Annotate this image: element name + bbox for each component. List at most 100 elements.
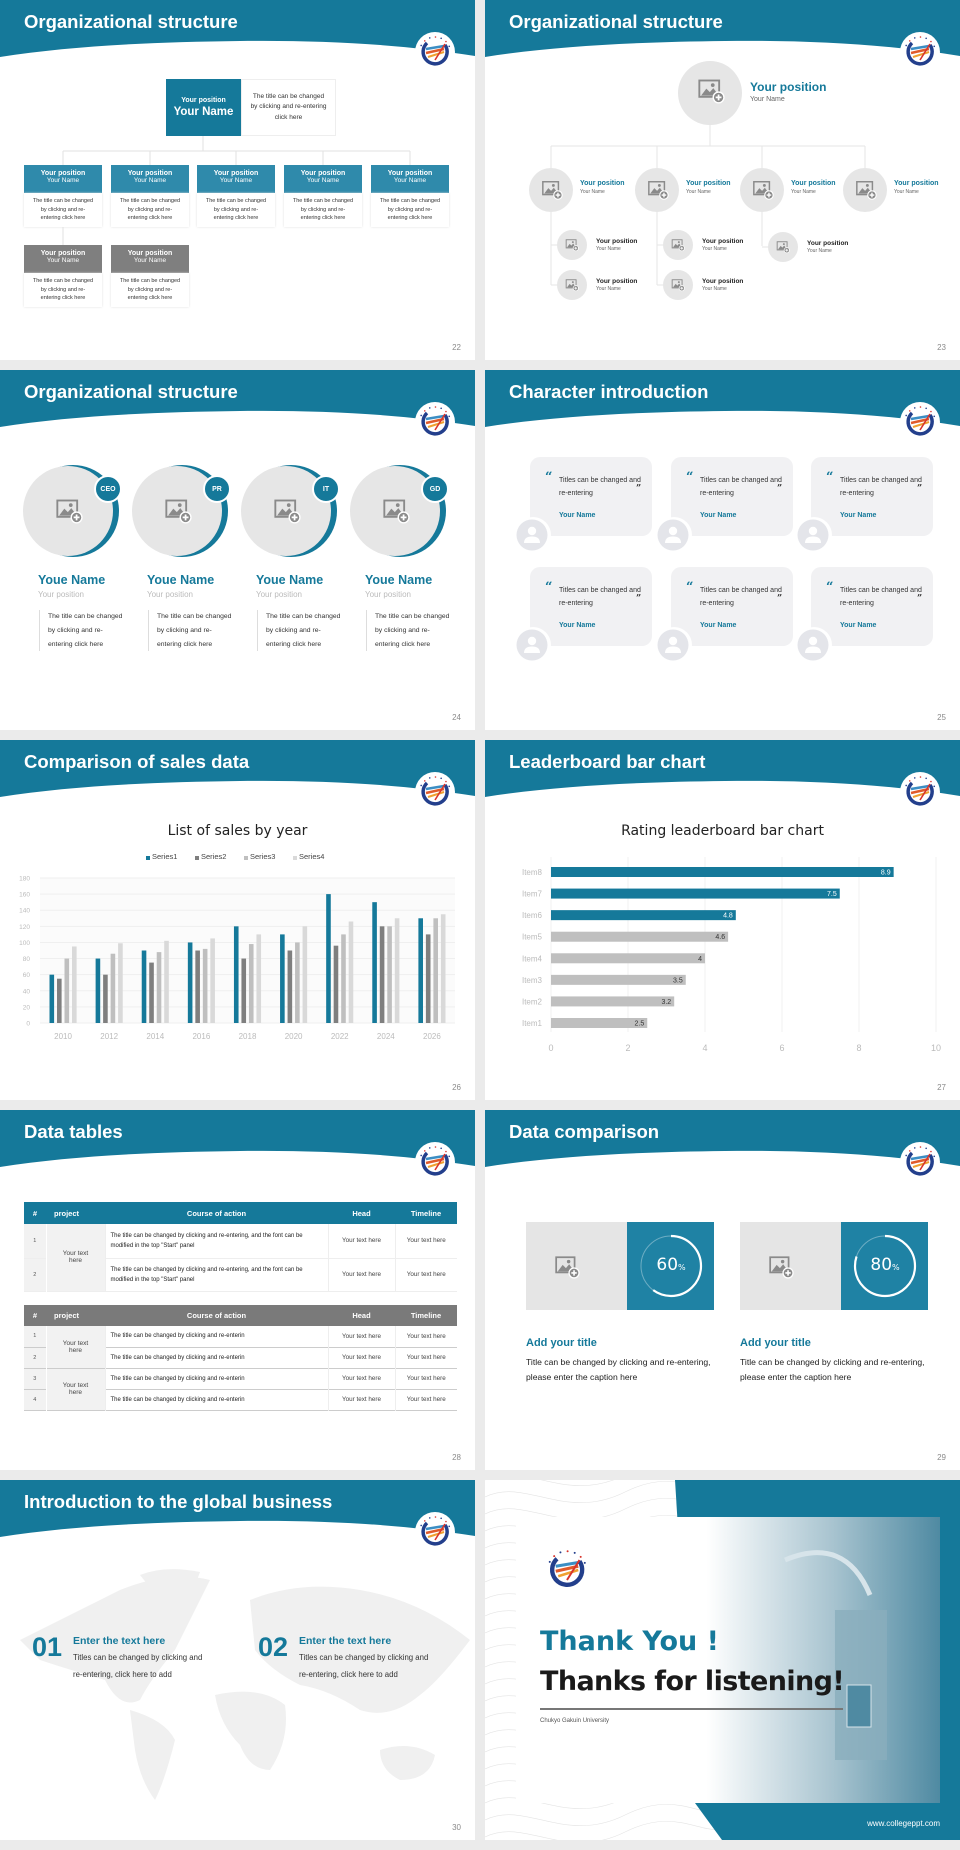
x-tick-label: 2020 bbox=[285, 1032, 303, 1041]
branch-avatar-circle bbox=[740, 168, 784, 212]
head-cell: Your text here bbox=[327, 1258, 395, 1291]
slide-thank-you[interactable]: Thank You ! Thanks for listening! Chukyo G… bbox=[485, 1480, 960, 1840]
y-tick-label: 120 bbox=[19, 924, 30, 931]
quote-card bbox=[811, 457, 933, 536]
member-position-box[interactable]: Your position Your Name bbox=[111, 165, 189, 193]
avatar-icon bbox=[796, 517, 832, 553]
bar-value-label: 3.2 bbox=[661, 999, 671, 1006]
y-category-label: Item7 bbox=[522, 890, 543, 899]
divider-line bbox=[540, 1708, 843, 1710]
percent-ring-progress bbox=[853, 1234, 917, 1298]
role-badge-label: PR bbox=[212, 485, 222, 493]
item-title: Add your title bbox=[740, 1337, 811, 1349]
slide-27[interactable]: Leaderboard bar chart 27 Rating leaderboar… bbox=[485, 740, 960, 1100]
course-of-action-cell: The title can be changed by clicking and… bbox=[104, 1368, 328, 1389]
member-name: Your Name bbox=[46, 257, 80, 264]
member-name: Your Name bbox=[46, 177, 80, 184]
x-tick-label: 2 bbox=[625, 1043, 630, 1053]
member-position-box[interactable]: Your position Your Name bbox=[371, 165, 449, 193]
leaderboard-bar-chart: 0 2 4 6 8 10 2.5 Item1 3.2 Item2 3.5 Item3 4 Item4 4.6… bbox=[522, 857, 941, 1053]
slide-header-banner bbox=[0, 740, 475, 797]
x-tick-label: 6 bbox=[779, 1043, 784, 1053]
close-quote-icon: ” bbox=[917, 594, 923, 604]
person-position: Your position bbox=[256, 590, 302, 599]
bar-value-label: 3.5 bbox=[673, 977, 683, 984]
thank-you-title: Thank You ! bbox=[540, 1626, 719, 1657]
quote-text: Titles can be changed and re-entering bbox=[559, 477, 641, 497]
bar-Series3-2010 bbox=[64, 958, 70, 1023]
bar-Item7 bbox=[551, 888, 840, 899]
contour-line bbox=[485, 1821, 746, 1840]
image-placeholder-icon bbox=[698, 79, 725, 104]
member-description: The title can be changed by clicking and… bbox=[32, 198, 94, 222]
row-number: 1 bbox=[24, 1326, 46, 1347]
member-position: Your position bbox=[127, 250, 173, 257]
page-number: 26 bbox=[452, 1083, 461, 1092]
slide-22[interactable]: Organizational structure 22 Your position Y… bbox=[0, 0, 475, 360]
slide-title: Organizational structure bbox=[509, 11, 723, 32]
top-position-box[interactable]: Your position Your Name bbox=[166, 79, 241, 136]
branch-name: Your Name bbox=[894, 189, 919, 195]
person-position: Your position bbox=[38, 590, 84, 599]
member-position-box[interactable]: Your position Your Name bbox=[24, 165, 102, 193]
quote-text: Titles can be changed and re-entering bbox=[559, 587, 641, 607]
slide-23[interactable]: Organizational structure 23 Your position Y… bbox=[485, 0, 960, 360]
image-placeholder-box[interactable] bbox=[526, 1222, 627, 1310]
percent-ring-progress bbox=[639, 1234, 703, 1298]
x-tick-label: 8 bbox=[856, 1043, 861, 1053]
child-name: Your Name bbox=[702, 246, 727, 252]
slide-header-banner bbox=[485, 370, 960, 427]
page-number: 23 bbox=[937, 343, 946, 352]
row-number: 2 bbox=[24, 1347, 46, 1368]
member-position: Your position bbox=[40, 250, 86, 257]
bar-Series1-2012 bbox=[95, 958, 101, 1023]
bar-Series4-2014 bbox=[164, 940, 169, 1023]
slide-title: Organizational structure bbox=[24, 11, 238, 32]
person-name: Your Name bbox=[559, 512, 596, 519]
close-quote-icon: ” bbox=[636, 594, 642, 604]
slide-25[interactable]: Character introduction 25 “ Titles can be c… bbox=[485, 370, 960, 730]
gate-nameplate bbox=[846, 1684, 872, 1728]
image-placeholder-box[interactable] bbox=[740, 1222, 841, 1310]
child-name: Your Name bbox=[596, 286, 621, 292]
bar-value-label: 4 bbox=[698, 956, 702, 963]
image-placeholder-icon bbox=[383, 499, 410, 524]
website-link[interactable]: www.collegeppt.com bbox=[867, 1819, 940, 1828]
slide-header-banner bbox=[0, 370, 475, 427]
slide-30[interactable]: Introduction to the global business 30 01 E… bbox=[0, 1480, 475, 1840]
open-quote-icon: “ bbox=[545, 580, 553, 595]
page-number: 22 bbox=[452, 343, 461, 352]
bar-Item4 bbox=[551, 953, 705, 964]
bar-Series3-2026 bbox=[433, 918, 438, 1023]
continent-shape bbox=[130, 1710, 175, 1800]
member-description-box: The title can be changed by clicking and… bbox=[111, 193, 189, 227]
page-number: 27 bbox=[937, 1083, 946, 1092]
person-name: Youe Name bbox=[147, 573, 215, 587]
header-timeline: Timeline bbox=[410, 1208, 442, 1218]
person-name: Your Name bbox=[559, 622, 596, 629]
member-position-box[interactable]: Your position Your Name bbox=[284, 165, 362, 193]
table-header-row: # project Course of action Head Timeline bbox=[24, 1202, 457, 1224]
member-position-box[interactable]: Your position Your Name bbox=[24, 245, 102, 273]
bar-value-label: 8.9 bbox=[881, 870, 891, 877]
percent-ring bbox=[853, 1234, 917, 1298]
x-tick-label: 2014 bbox=[146, 1032, 164, 1041]
slide-29[interactable]: Data comparison 29 60% Add your title Title … bbox=[485, 1110, 960, 1470]
page-number: 25 bbox=[937, 713, 946, 722]
slide-title: Data comparison bbox=[509, 1121, 660, 1142]
member-position-box[interactable]: Your position Your Name bbox=[197, 165, 275, 193]
member-position: Your position bbox=[300, 170, 346, 177]
slide-28[interactable]: Data tables 28 # project Course of action Hea… bbox=[0, 1110, 475, 1470]
top-description-box[interactable]: The title can be changed by clicking and… bbox=[241, 79, 336, 136]
slide-24[interactable]: Organizational structure 24 CEO Youe Name Yo… bbox=[0, 370, 475, 730]
member-position: Your position bbox=[127, 170, 173, 177]
child-position: Your position bbox=[596, 238, 638, 245]
header-timeline: Timeline bbox=[410, 1311, 442, 1320]
member-position-box[interactable]: Your position Your Name bbox=[111, 245, 189, 273]
y-tick-label: 0 bbox=[26, 1021, 30, 1028]
item-title: Add your title bbox=[526, 1337, 597, 1349]
slide-26[interactable]: Comparison of sales data 26 List of sales … bbox=[0, 740, 475, 1100]
university-logo bbox=[900, 402, 940, 442]
member-position: Your position bbox=[213, 170, 259, 177]
